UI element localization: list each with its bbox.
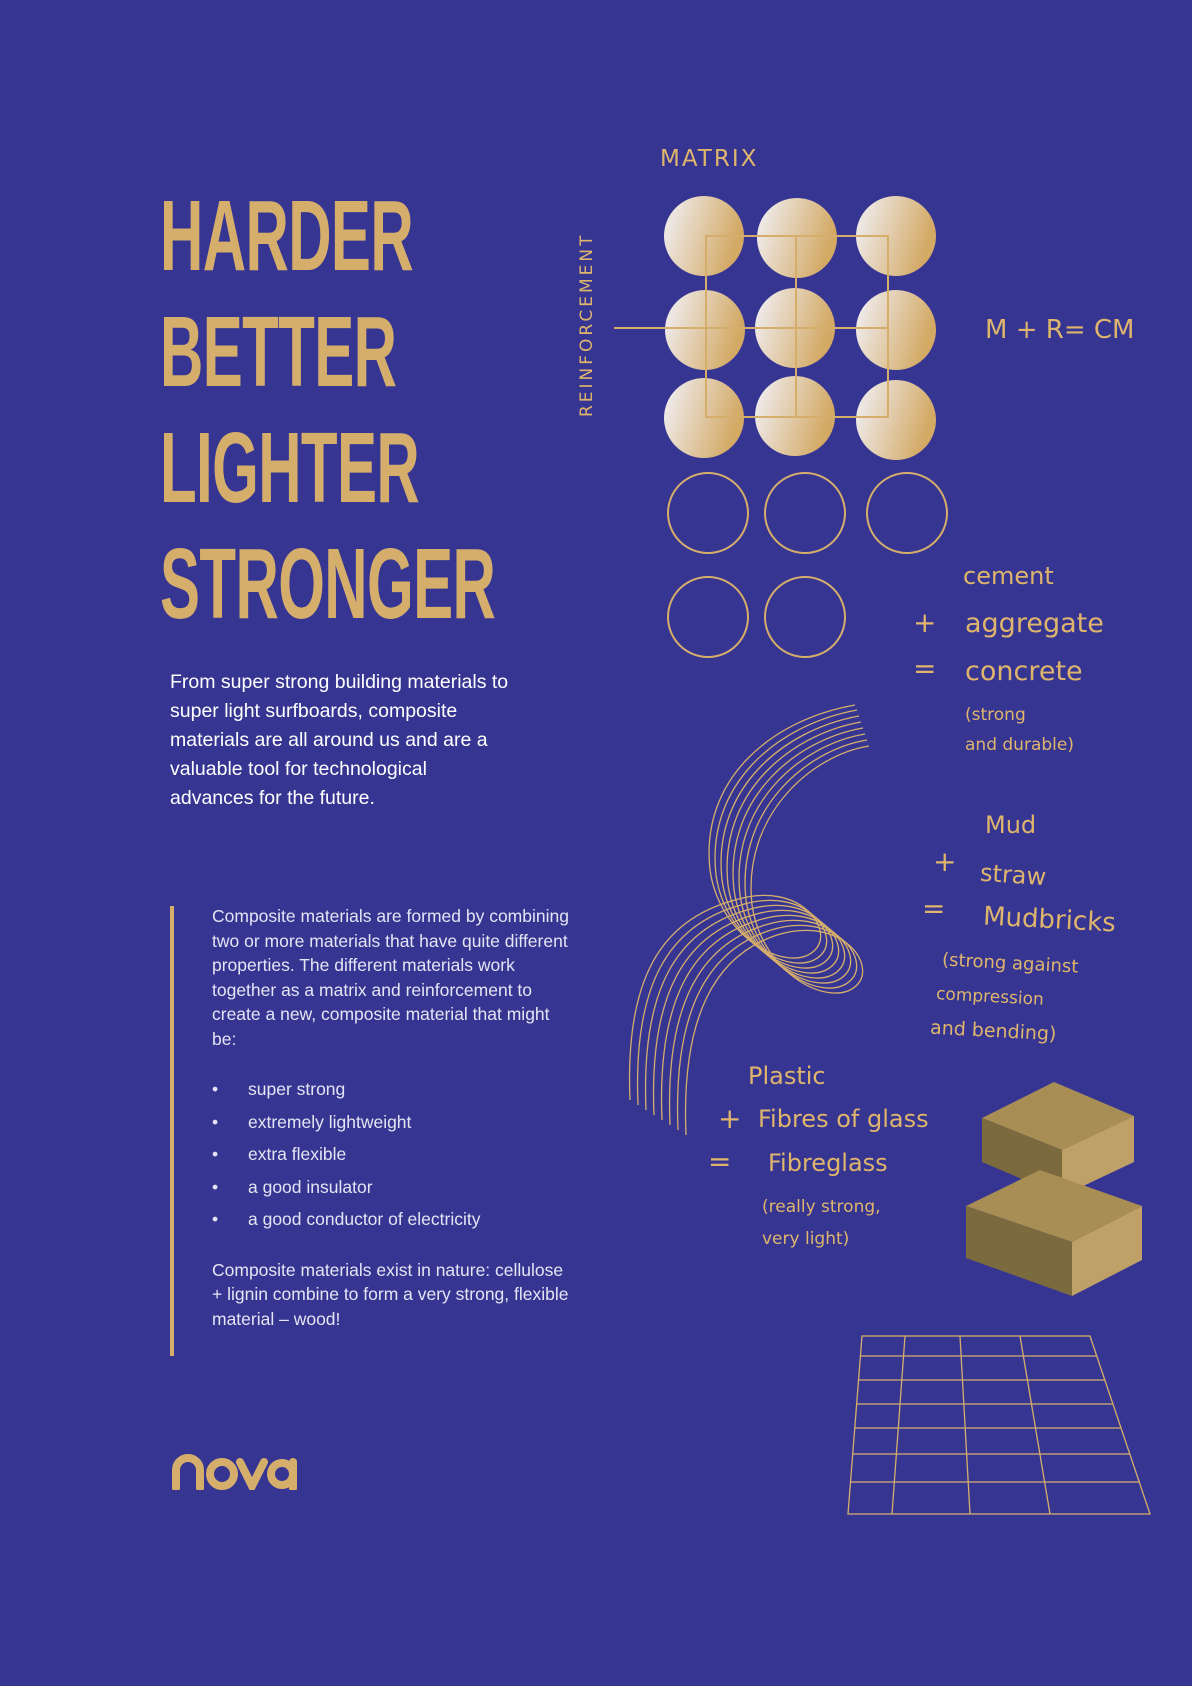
headline-line: LIGHTER (160, 412, 420, 524)
example-ingredient: straw (979, 858, 1048, 892)
box-stack-icon (966, 1082, 1142, 1296)
plus-sign: + (913, 606, 937, 639)
headline-line: STRONGER (160, 528, 496, 640)
example-ingredient: Plastic (748, 1062, 826, 1090)
example-ingredient: cement (963, 562, 1054, 590)
example-note: and durable) (965, 735, 1074, 755)
list-item: super strong (212, 1077, 572, 1102)
perspective-grid (847, 1335, 1151, 1515)
nova-logo (170, 1448, 300, 1495)
plus-sign: + (933, 845, 957, 878)
body-paragraph: Composite materials exist in nature: cel… (212, 1259, 569, 1329)
intro-paragraph: From super strong building materials to … (170, 671, 509, 809)
example-note: very light) (762, 1229, 850, 1249)
matrix-circles (614, 196, 948, 658)
list-item: extra flexible (212, 1142, 572, 1167)
example-note: (really strong, (762, 1197, 881, 1217)
headline-line: HARDER (160, 180, 414, 292)
body-text: Composite materials are formed by combin… (212, 904, 572, 1357)
example-result: Fibreglass (768, 1149, 888, 1177)
fibre-coil (628, 704, 870, 1136)
list-item: a good insulator (212, 1175, 572, 1200)
headline: HARDER BETTER LIGHTER STRONGER (160, 178, 719, 642)
example-ingredient: Mud (985, 811, 1037, 839)
reinforcement-label: REINFORCEMENT (577, 232, 598, 418)
property-list: super strong extremely lightweight extra… (212, 1077, 572, 1232)
example-result: concrete (965, 656, 1083, 687)
list-item: a good conductor of electricity (212, 1207, 572, 1232)
equals-sign: = (913, 652, 937, 685)
formula: M + R= CM (985, 315, 1135, 345)
example-note: (strong (965, 705, 1026, 725)
body-paragraph: Composite materials are formed by combin… (212, 906, 569, 1049)
equals-sign: = (922, 892, 946, 925)
list-item: extremely lightweight (212, 1110, 572, 1135)
example-ingredient: Fibres of glass (758, 1105, 929, 1133)
equals-sign: = (708, 1145, 732, 1178)
accent-bar (170, 906, 174, 1356)
headline-line: BETTER (160, 296, 397, 408)
plus-sign: + (718, 1102, 742, 1135)
example-ingredient: aggregate (965, 608, 1104, 639)
matrix-label: MATRIX (660, 146, 759, 172)
